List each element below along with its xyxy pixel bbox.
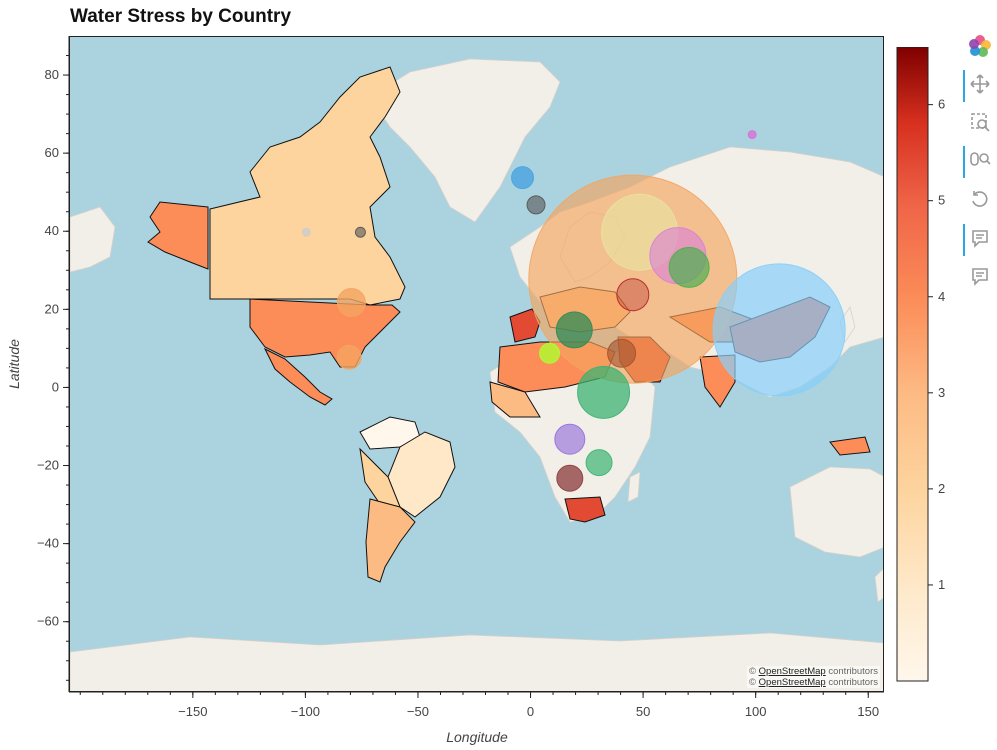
attribution-suffix-2: contributors: [828, 677, 878, 688]
country-iberia: [509, 308, 541, 343]
y-tick-label: 60: [45, 145, 59, 160]
x-axis-title: Longitude: [446, 729, 508, 745]
colorbar-tick-label: 1: [938, 577, 945, 592]
country-mexico: [263, 347, 333, 406]
attribution: © OpenStreetMap contributors © OpenStree…: [747, 666, 880, 688]
bubble-marker[interactable]: [301, 227, 311, 237]
attribution-line-2: © OpenStreetMap contributors: [749, 677, 878, 688]
wrap-land-left: [70, 206, 116, 273]
country-west-africa: [489, 381, 541, 418]
box-zoom-tool-icon[interactable]: [966, 108, 994, 136]
y-tick-label: −60: [37, 614, 59, 629]
madagascar-land: [627, 471, 641, 503]
page-title: Water Stress by Country: [70, 6, 292, 27]
country-alaska: [147, 201, 209, 270]
colorbar-tick-label: 6: [938, 97, 945, 112]
bubble-marker[interactable]: [577, 365, 631, 419]
bubble-marker[interactable]: [354, 226, 366, 238]
bubble-layer[interactable]: [301, 130, 846, 492]
attribution-line-1: © OpenStreetMap contributors: [749, 666, 878, 677]
attribution-suffix: contributors: [828, 666, 878, 677]
hover-tool-icon[interactable]: [963, 224, 994, 256]
toolbar: [962, 30, 997, 310]
bubble-marker[interactable]: [585, 449, 613, 477]
bubble-marker[interactable]: [526, 195, 546, 215]
map-canvas[interactable]: [70, 37, 884, 692]
pan-tool-icon[interactable]: [963, 70, 994, 102]
bubble-marker[interactable]: [336, 344, 362, 370]
bubble-marker[interactable]: [747, 130, 757, 140]
attribution-prefix: ©: [749, 666, 756, 677]
bokeh-logo-icon[interactable]: [966, 32, 994, 60]
greenland-land: [369, 58, 561, 223]
y-tick-label: 0: [52, 379, 59, 394]
y-tick-label: −40: [37, 536, 59, 551]
x-tick-label: −150: [178, 704, 207, 719]
bubble-marker[interactable]: [554, 423, 586, 455]
y-tick-label: 40: [45, 223, 59, 238]
y-tick-label: 80: [45, 67, 59, 82]
colorbar-tick-label: 4: [938, 289, 945, 304]
colorbar: 1 2 3 4 5 6: [896, 47, 945, 682]
x-axis: −150 −100 −50 0 50 100 150: [69, 691, 884, 719]
country-indonesia: [829, 436, 871, 456]
x-tick-label: 0: [527, 704, 534, 719]
reset-tool-icon[interactable]: [966, 185, 994, 213]
hover-tool-icon-2[interactable]: [966, 262, 994, 290]
colorbar-ticks: 1 2 3 4 5 6: [928, 97, 945, 592]
colorbar-tick-label: 3: [938, 385, 945, 400]
attribution-prefix-2: ©: [749, 677, 756, 688]
bubble-marker[interactable]: [556, 464, 584, 492]
bubble-marker[interactable]: [668, 246, 710, 288]
bubble-marker[interactable]: [555, 311, 593, 349]
wheel-zoom-tool-icon[interactable]: [963, 146, 994, 178]
country-canada: [209, 66, 406, 306]
newzealand-land: [874, 568, 883, 603]
y-axis: 80 60 40 20 0 −20 −40 −60: [37, 36, 70, 692]
x-tick-label: −50: [407, 704, 429, 719]
bubble-marker[interactable]: [712, 263, 846, 397]
country-argentina: [365, 498, 416, 583]
map-plot-area[interactable]: © OpenStreetMap contributors © OpenStree…: [69, 36, 884, 692]
attribution-link[interactable]: OpenStreetMap: [758, 666, 826, 677]
x-tick-label: 150: [857, 704, 879, 719]
colorbar-tick-label: 2: [938, 481, 945, 496]
x-tick-label: −100: [291, 704, 320, 719]
bubble-marker[interactable]: [336, 288, 366, 318]
colorbar-tick-label: 5: [938, 193, 945, 208]
y-axis-title: Latitude: [6, 339, 22, 389]
x-tick-label: 50: [636, 704, 650, 719]
x-tick-label: 100: [745, 704, 767, 719]
attribution-link-2[interactable]: OpenStreetMap: [758, 677, 826, 688]
y-tick-label: 20: [45, 301, 59, 316]
colorbar-gradient: [896, 47, 929, 682]
country-southern-africa: [564, 496, 606, 523]
bubble-marker[interactable]: [511, 166, 535, 190]
antarctica-land: [70, 632, 883, 691]
y-tick-label: −20: [37, 458, 59, 473]
bubble-marker[interactable]: [607, 338, 637, 368]
australia-land: [789, 466, 883, 558]
bubble-marker[interactable]: [616, 278, 650, 312]
bubble-marker[interactable]: [539, 342, 561, 364]
